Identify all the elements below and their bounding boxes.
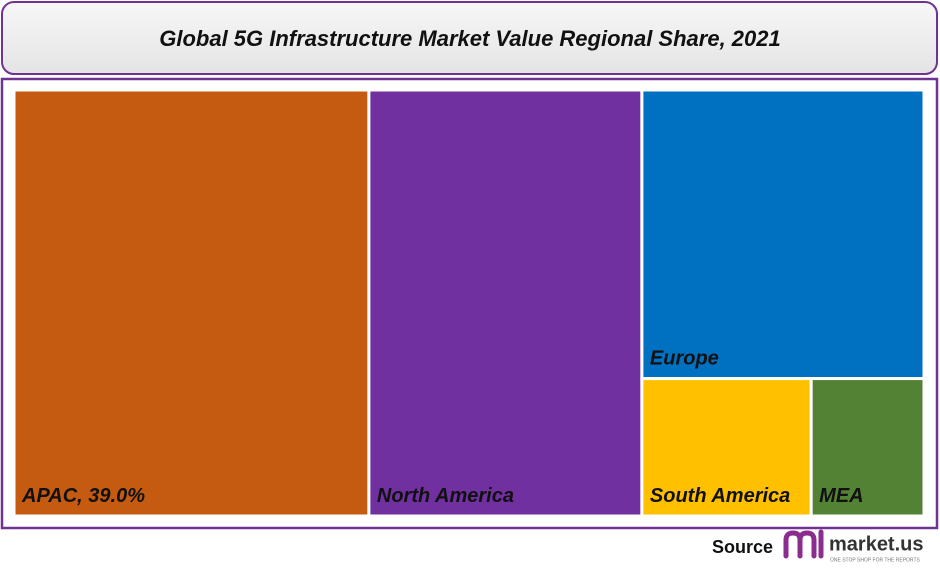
treemap-cell (12, 88, 371, 518)
logo-text: market.us (829, 533, 924, 555)
logo-tagline: ONE STOP SHOP FOR THE REPORTS (830, 557, 921, 563)
cell-label: North America (377, 485, 514, 507)
cell-label: APAC, 39.0% (21, 485, 145, 507)
logo-icon (783, 529, 824, 559)
title-box (1, 1, 938, 75)
cell-label: South America (650, 485, 790, 507)
treemap-cell (367, 88, 644, 518)
treemap-cell (809, 377, 926, 518)
chart-title: Global 5G Infrastructure Market Value Re… (159, 26, 781, 51)
treemap-cell (640, 377, 813, 518)
source-label: Source (712, 537, 773, 557)
cell-label: MEA (819, 485, 863, 507)
treemap-cell (640, 88, 926, 381)
cell-label: Europe (650, 348, 719, 370)
treemap: APAC, 39.0% North America Europe South Amer… (12, 88, 926, 518)
